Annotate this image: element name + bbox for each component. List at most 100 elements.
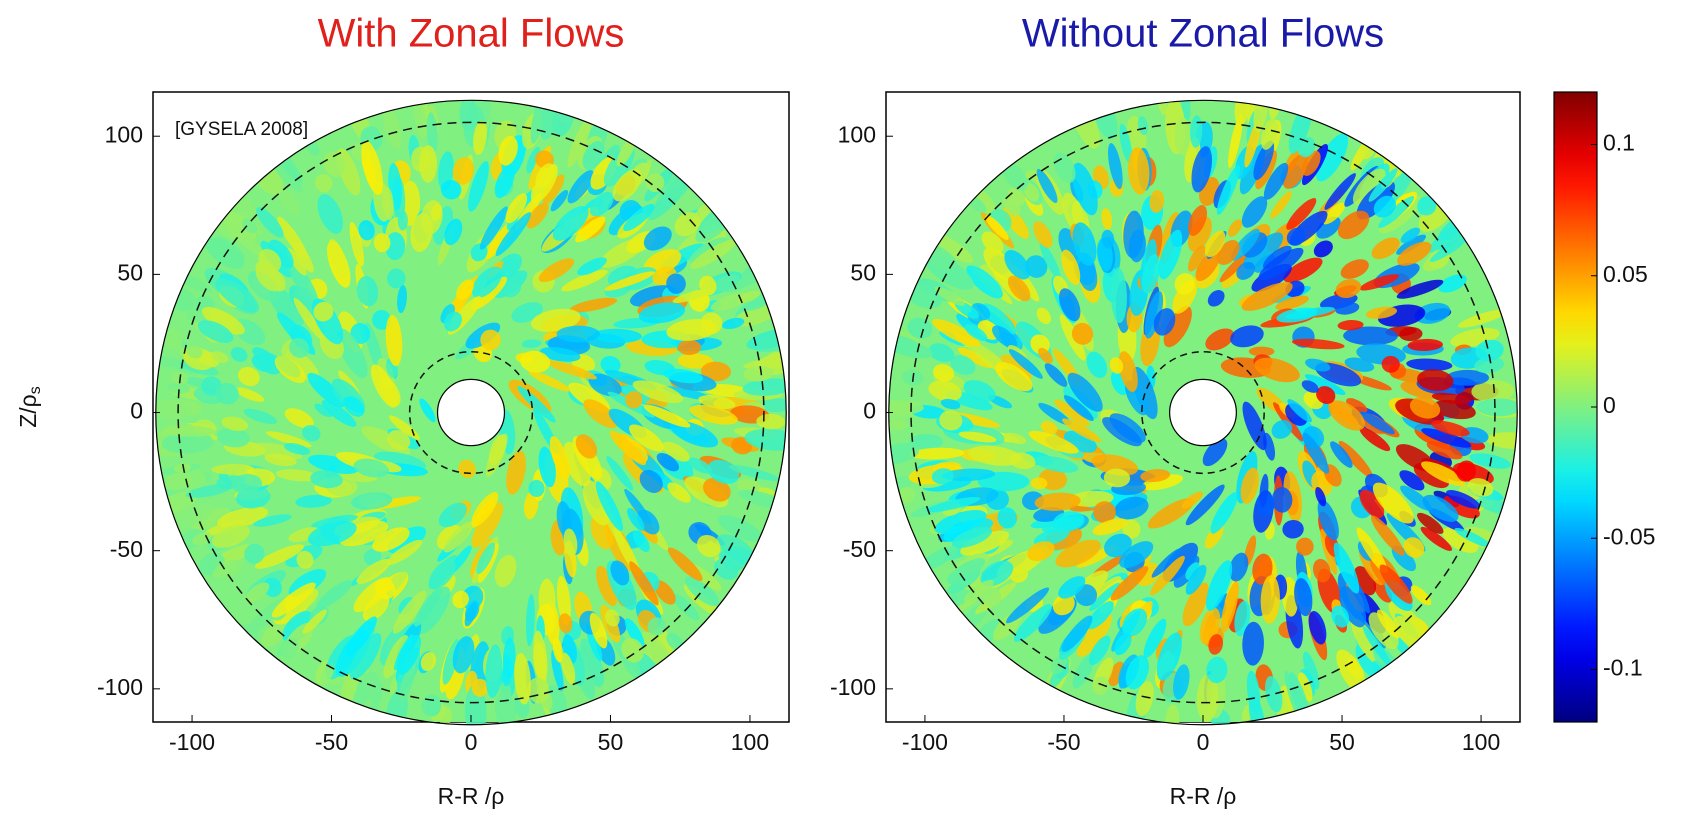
fluctuation-blob (742, 378, 787, 396)
fluctuation-blob (563, 528, 578, 557)
fluctuation-blob (203, 518, 247, 537)
fluctuation-blob (1107, 143, 1123, 190)
fluctuation-blob (1034, 455, 1079, 473)
fluctuation-blob (1287, 399, 1312, 423)
fluctuation-blob (1141, 254, 1161, 294)
fluctuation-blob (284, 408, 314, 429)
fluctuation-blob (1228, 219, 1243, 237)
fluctuation-blob (1337, 320, 1364, 331)
fluctuation-blob (1038, 347, 1053, 364)
fluctuation-blob (289, 337, 310, 358)
fluctuation-blob (356, 671, 380, 702)
fluctuation-blob (928, 343, 955, 363)
fluctuation-blob (1381, 355, 1400, 373)
fluctuation-blob (1087, 601, 1114, 630)
fluctuation-blob (1417, 369, 1454, 391)
fluctuation-blob (1206, 656, 1228, 684)
fluctuation-blob (1242, 401, 1267, 451)
fluctuation-blob (761, 398, 787, 413)
fluctuation-blob (1301, 380, 1319, 393)
fluctuation-blob (1438, 274, 1467, 293)
fluctuation-blob (1063, 395, 1094, 422)
fluctuation-blob (379, 377, 401, 407)
fluctuation-blob (245, 582, 270, 602)
fluctuation-blob (1335, 302, 1360, 315)
fluctuation-blob (1128, 147, 1150, 195)
fluctuation-blob (931, 468, 954, 485)
fluctuation-blob (1059, 288, 1081, 322)
fluctuation-blob (1234, 600, 1251, 637)
fluctuation-blob (643, 226, 672, 251)
fluctuation-blob (1421, 461, 1466, 487)
fluctuation-blob (438, 502, 467, 528)
fluctuation-blob (1052, 593, 1075, 616)
fluctuation-blob (1282, 154, 1308, 189)
fluctuation-blob (215, 236, 245, 260)
fluctuation-blob (479, 206, 508, 250)
fluctuation-blob (243, 408, 278, 425)
fluctuation-blob (255, 264, 282, 292)
dashed-circle (1141, 350, 1265, 475)
fluctuation-blob (1276, 307, 1318, 323)
fluctuation-blob (471, 491, 499, 527)
fluctuation-blob (1263, 162, 1289, 200)
fluctuation-blob (361, 140, 383, 195)
fluctuation-blob (413, 100, 427, 139)
fluctuation-blob (1322, 202, 1346, 225)
fluctuation-blob (595, 481, 623, 532)
fluctuation-blob (514, 652, 531, 705)
fluctuation-blob (653, 580, 676, 605)
fluctuation-blob (311, 514, 358, 529)
fluctuation-blob (155, 355, 189, 368)
colorbar-tick-label: -0.05 (1603, 523, 1655, 549)
fluctuation-blob (385, 232, 406, 261)
fluctuation-blob (1432, 399, 1476, 420)
fluctuation-blob (1242, 621, 1264, 666)
fluctuation-blob (556, 575, 571, 626)
fluctuation-blob (627, 508, 645, 532)
fluctuation-blob (1308, 611, 1327, 645)
fluctuation-blob (575, 434, 598, 459)
fluctuation-blob (1143, 618, 1167, 658)
fluctuation-blob (980, 560, 1014, 587)
fluctuation-blob (1185, 564, 1207, 595)
fluctuation-blob (1286, 227, 1306, 246)
fluctuation-blob (1229, 552, 1249, 582)
fluctuation-blob (624, 618, 645, 648)
fluctuation-blob (1431, 392, 1472, 405)
fluctuation-blob (1092, 676, 1110, 696)
fluctuation-blob (1109, 357, 1124, 374)
fluctuation-blob (1254, 357, 1300, 383)
fluctuation-blob (1153, 308, 1176, 336)
fluctuation-blob (1144, 291, 1164, 339)
fluctuation-blob (1243, 232, 1284, 270)
fluctuation-blob (211, 351, 229, 363)
fluctuation-blob (1077, 258, 1098, 291)
y-tick-label: 50 (117, 259, 143, 285)
fluctuation-blob (314, 403, 333, 418)
fluctuation-blob (1259, 473, 1269, 508)
fluctuation-blob (212, 559, 238, 578)
fluctuation-blob (1365, 306, 1398, 319)
fluctuation-blob (498, 135, 518, 166)
fluctuation-blob (1422, 494, 1459, 522)
fluctuation-blob (1338, 440, 1373, 478)
fluctuation-blob (581, 643, 601, 688)
fluctuation-blob (985, 215, 1009, 241)
fluctuation-blob (1474, 356, 1505, 374)
fluctuation-blob (1333, 542, 1360, 594)
fluctuation-blob (1125, 655, 1149, 690)
x-tick-label: -50 (315, 729, 348, 755)
fluctuation-blob (221, 209, 257, 241)
fluctuation-blob (1313, 240, 1333, 258)
x-tick-label: 100 (731, 729, 769, 755)
fluctuation-blob (629, 561, 659, 606)
fluctuation-blob (677, 339, 702, 355)
fluctuation-blob (350, 492, 393, 510)
fluctuation-blob (1317, 499, 1339, 541)
fluctuation-blob (888, 419, 909, 431)
fluctuation-blob (388, 415, 421, 440)
fluctuation-blob (1452, 462, 1494, 485)
fluctuation-blob (1140, 469, 1171, 483)
fluctuation-blob (1252, 553, 1273, 585)
